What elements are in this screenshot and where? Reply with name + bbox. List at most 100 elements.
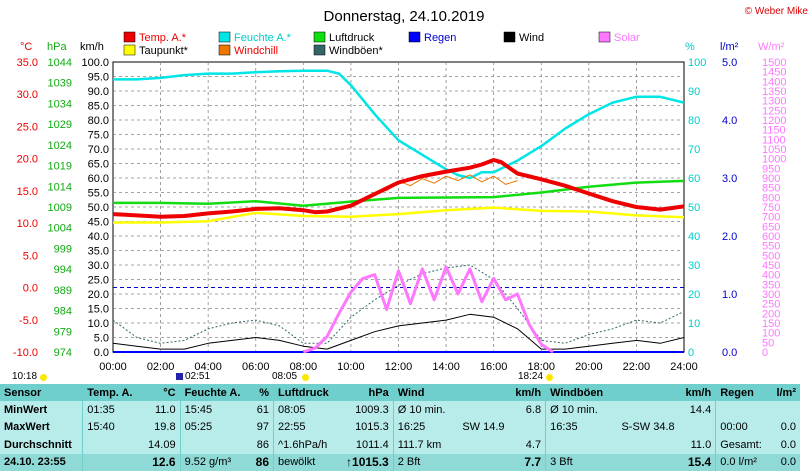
stats-cell: 05:25 <box>179 418 250 437</box>
stats-header-pressure: Luftdruck <box>272 384 338 402</box>
wind-axis-tick: 0.0 <box>94 347 109 359</box>
pressure-axis-tick: 1009 <box>48 202 72 214</box>
pressure-axis-tick: 1004 <box>48 223 72 235</box>
sunrise-icon <box>302 374 309 381</box>
wind-axis-tick: 75.0 <box>88 130 109 142</box>
legend-swatch <box>123 44 136 56</box>
solar-axis-tick: 1150 <box>762 125 786 137</box>
humidity-axis-tick: 20 <box>688 289 700 301</box>
stats-cell: 12.6 <box>141 453 181 471</box>
stats-cell: 16:35 <box>545 418 613 437</box>
wind-unit-label: km/h <box>80 41 104 53</box>
sun-moon-strip: 10:18 02:51 08:05 18:24 <box>0 371 810 384</box>
rain-axis-tick: 3.0 <box>722 173 737 185</box>
series-line-wind <box>112 313 685 350</box>
series-line-windchill <box>386 174 518 192</box>
temp-axis-tick: -5.0 <box>19 315 38 327</box>
stats-header-row: Sensor Temp. A. °C Feuchte A. % Luftdruc… <box>0 384 800 402</box>
legend-swatch <box>123 31 136 43</box>
stats-header-temp-unit: °C <box>141 384 181 402</box>
x-axis-tick: 10:00 <box>337 361 365 373</box>
stats-cell: bewölkt <box>272 453 338 471</box>
legend-swatch <box>218 44 231 56</box>
sunrise-label: 08:05 <box>272 371 298 382</box>
stats-cell <box>508 418 546 437</box>
stats-cell <box>82 453 142 471</box>
statistics-table: Sensor Temp. A. °C Feuchte A. % Luftdruc… <box>0 384 800 471</box>
stats-header-humidity-unit: % <box>249 384 274 402</box>
legend-swatch <box>313 44 326 56</box>
humidity-axis-tick: 90 <box>688 86 700 98</box>
temp-axis-tick: -10.0 <box>13 347 38 359</box>
wind-axis-tick: 65.0 <box>88 159 109 171</box>
stats-cell: 97 <box>249 418 274 437</box>
weather-chart: Donnerstag, 24.10.2019 © Weber Mike Temp… <box>13 6 809 373</box>
stats-cell: 0.0 <box>770 453 800 471</box>
solar-axis-tick: 500 <box>762 250 780 262</box>
stats-cell: 01:35 <box>82 401 142 419</box>
legend-label: Feuchte A.* <box>234 32 292 44</box>
wind-axis-tick: 25.0 <box>88 275 109 287</box>
pressure-axis-tick: 989 <box>54 285 72 297</box>
stats-cell <box>454 453 509 471</box>
solar-axis-tick: 1100 <box>762 134 786 146</box>
stats-cell: ↑1015.3 <box>337 453 394 471</box>
stats-cell: SW 14.9 <box>454 418 509 437</box>
moonset-icon <box>40 374 47 381</box>
sunset-label: 18:24 <box>518 371 544 382</box>
pressure-axis-tick: 994 <box>54 264 72 276</box>
solar-axis-tick: 50 <box>762 337 774 349</box>
stats-cell: 14.4 <box>678 401 716 419</box>
stats-cell <box>454 436 509 454</box>
humidity-unit-label: % <box>685 41 695 53</box>
legend-label: Taupunkt* <box>139 45 189 57</box>
wind-axis-tick: 55.0 <box>88 188 109 200</box>
x-axis-tick: 00:00 <box>99 361 127 373</box>
pressure-axis-tick: 974 <box>54 347 72 359</box>
stats-header-pressure-unit: hPa <box>337 384 394 402</box>
wind-axis-tick: 5.0 <box>94 333 109 345</box>
chart-legend: Temp. A.* Feuchte A.* Luftdruck Regen Wind So… <box>123 31 640 57</box>
wind-axis-tick: 35.0 <box>88 246 109 258</box>
stats-cell: 19.8 <box>141 418 181 437</box>
legend-swatch <box>408 31 421 43</box>
stats-cell: 15:45 <box>179 401 250 419</box>
stats-cell: 6.8 <box>508 401 546 419</box>
solar-axis-tick: 700 <box>762 212 780 224</box>
stats-header-wind: Wind <box>392 384 455 402</box>
solar-axis-tick: 100 <box>762 328 780 340</box>
stats-cell: 15.4 <box>678 453 716 471</box>
rain-unit-label: l/m² <box>720 41 739 53</box>
wind-axis-tick: 95.0 <box>88 72 109 84</box>
solar-axis-tick: 800 <box>762 192 780 204</box>
wind-axis-tick: 85.0 <box>88 101 109 113</box>
solar-axis-tick: 200 <box>762 308 780 320</box>
stats-row-label: 24.10. 23:55 <box>0 453 83 471</box>
stats-cell: 14.09 <box>141 436 181 454</box>
stats-cell: 1009.3 <box>337 401 394 419</box>
solar-axis-tick: 1250 <box>762 105 786 117</box>
stats-cell: 15:40 <box>82 418 142 437</box>
moonrise-label: 02:51 <box>185 371 211 382</box>
stats-cell <box>715 401 770 419</box>
humidity-axis-tick: 10 <box>688 318 700 330</box>
solar-axis-tick: 1350 <box>762 86 786 98</box>
axis-unit-labels: °C hPa km/h% l/m² W/m² <box>20 41 785 53</box>
x-axis-tick: 04:00 <box>194 361 222 373</box>
wind-axis-tick: 60.0 <box>88 173 109 185</box>
pressure-axis-tick: 999 <box>54 243 72 255</box>
solar-axis-tick: 650 <box>762 221 780 233</box>
wind-axis-tick: 45.0 <box>88 217 109 229</box>
wind-axis-tick: 70.0 <box>88 144 109 156</box>
wind-axis-tick: 90.0 <box>88 86 109 98</box>
pressure-axis-tick: 1044 <box>48 57 72 69</box>
axis-ticks: 35.0 30.0 25.0 20.0 15.0 10.0 5.0 0.0 -5.0 -10.0 1… <box>13 57 787 373</box>
stats-cell: Ø 10 min. <box>392 401 455 419</box>
copyright-text: © Weber Mike <box>745 6 809 17</box>
pressure-axis-tick: 1034 <box>48 98 72 110</box>
moon-icon <box>176 373 183 380</box>
series-line-windb-en <box>112 264 685 344</box>
moonset-label: 10:18 <box>12 371 38 382</box>
stats-cell: 3 Bft <box>545 453 613 471</box>
stats-cell: 22:55 <box>272 418 338 437</box>
